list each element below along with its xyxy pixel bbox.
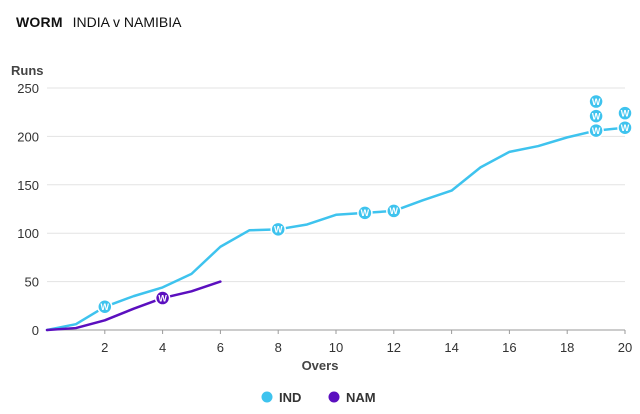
y-tick-label: 100	[17, 226, 39, 241]
wicket-marker-ind: W	[588, 122, 604, 139]
legend-label: NAM	[346, 390, 376, 405]
chart-title: WORM	[16, 14, 63, 30]
x-tick-label: 16	[502, 340, 516, 355]
x-tick-label: 6	[217, 340, 224, 355]
wicket-marker-label: W	[592, 126, 601, 136]
wicket-marker-circle	[154, 290, 171, 306]
y-axis-label: Runs	[11, 63, 44, 78]
x-tick-label: 20	[618, 340, 632, 355]
wicket-marker-label: W	[361, 208, 370, 218]
y-axis: 0 50 100 150 200 250	[17, 81, 39, 338]
legend-swatch	[328, 391, 340, 403]
legend-label: IND	[279, 390, 301, 405]
series-lines	[45, 126, 627, 332]
wicket-marker-label: W	[101, 302, 110, 312]
legend: IND NAM	[261, 390, 376, 405]
wicket-marker-ind: W	[357, 205, 373, 221]
wicket-marker-ind: W	[588, 93, 604, 110]
series-line-ind	[45, 126, 627, 332]
wicket-marker-ind: W	[97, 299, 113, 315]
wicket-marker-label: W	[158, 293, 167, 303]
wicket-marker-ind: W	[617, 119, 633, 136]
y-tick-label: 150	[17, 178, 39, 193]
wicket-marker-circle	[588, 93, 604, 110]
legend-swatch	[261, 391, 273, 403]
wicket-marker-label: W	[274, 225, 283, 235]
wicket-marker-ind: W	[588, 108, 604, 124]
wicket-marker-ind: W	[386, 203, 402, 219]
series-line-nam	[45, 280, 222, 332]
wicket-marker-label: W	[592, 97, 601, 107]
wicket-marker-label: W	[592, 111, 601, 121]
wicket-marker-nam: W	[154, 290, 171, 306]
wicket-marker-ind: W	[617, 105, 633, 121]
wicket-marker-label: W	[390, 206, 399, 216]
wicket-marker-circle	[357, 205, 373, 221]
wicket-marker-ind: W	[270, 221, 286, 238]
wicket-marker-circle	[97, 299, 113, 315]
wicket-marker-circle	[617, 105, 633, 121]
x-axis: 2 4 6 8 10 12 14 16 18 20	[101, 330, 632, 355]
y-tick-label: 0	[32, 323, 39, 338]
y-tick-label: 50	[25, 275, 39, 290]
legend-item-ind[interactable]: IND	[261, 390, 302, 405]
x-tick-label: 10	[329, 340, 343, 355]
x-axis-label: Overs	[302, 358, 339, 373]
grid-lines	[47, 87, 625, 331]
x-tick-label: 8	[275, 340, 282, 355]
x-tick-label: 18	[560, 340, 574, 355]
wicket-marker-circle	[386, 203, 402, 219]
x-tick-label: 14	[444, 340, 458, 355]
chart-header: WORM INDIA v NAMIBIA	[16, 14, 182, 30]
chart-subtitle: INDIA v NAMIBIA	[72, 14, 182, 30]
x-tick-label: 2	[101, 340, 108, 355]
x-tick-label: 12	[387, 340, 401, 355]
wicket-marker-circle	[270, 221, 286, 238]
wicket-marker-label: W	[621, 123, 630, 133]
y-tick-label: 200	[17, 129, 39, 144]
x-tick-label: 4	[159, 340, 166, 355]
legend-item-nam[interactable]: NAM	[328, 390, 376, 405]
wicket-marker-label: W	[621, 108, 630, 118]
y-tick-label: 250	[17, 81, 39, 96]
